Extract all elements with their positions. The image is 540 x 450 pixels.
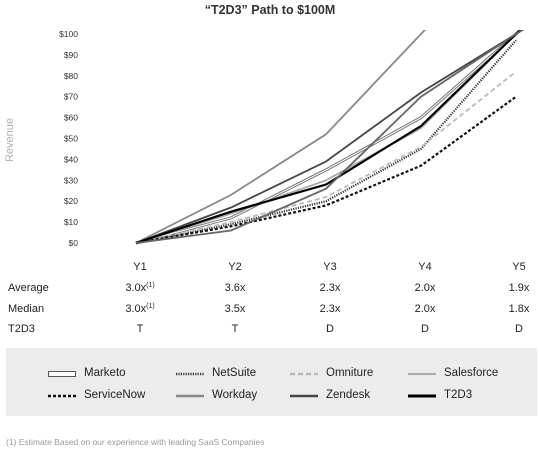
y-tick-label: $50: [64, 134, 78, 144]
table-cell: D: [326, 323, 334, 335]
legend-swatch-double: [48, 371, 76, 377]
table-cell: 2.0x: [414, 303, 436, 315]
y-tick-label: $90: [64, 50, 78, 60]
series-line-marketo-inner: [135, 30, 522, 244]
series-line-servicenow: [135, 95, 517, 245]
table-cell: D: [421, 323, 429, 335]
series-line-workday: [135, 30, 427, 244]
chart-title: “T2D3” Path to $100M: [204, 3, 336, 17]
series-line-marketo: [135, 30, 523, 245]
legend-label: Omniture: [326, 367, 374, 379]
legend-label: Marketo: [84, 367, 126, 379]
y-tick-label: $80: [64, 71, 78, 81]
legend-swatch-solid: [408, 373, 436, 375]
table-row-average: Average 3.0x(1) 3.6x 2.3x 2.0x 1.9x: [0, 282, 540, 300]
series-line-netsuite: [135, 39, 517, 245]
line-chart: Revenue $0 $10 $20 $30 $40 $50 $60 $70 $80 $90 $10…: [4, 29, 525, 248]
legend-label: T2D3: [444, 389, 473, 401]
y-axis-label: Revenue: [4, 118, 16, 162]
y-tick-label: $20: [64, 196, 78, 206]
footnote: (1) Estimate Based on our experience wit…: [6, 437, 265, 447]
legend-swatch-solid: [408, 394, 436, 398]
table-header-row: Y1 Y2 Y3 Y4 Y5: [0, 261, 540, 279]
y-tick-label: $0: [69, 238, 79, 248]
series-line-zendesk: [135, 30, 525, 244]
y-tick-label: $40: [64, 154, 78, 164]
column-header: Y4: [418, 261, 432, 273]
table-cell: T: [231, 323, 239, 335]
y-tick-label: $60: [64, 113, 78, 123]
legend-label: Workday: [212, 389, 258, 401]
series-line-salesforce: [135, 30, 522, 244]
chart-legend: Marketo NetSuite Omniture Salesforce Ser…: [6, 348, 537, 416]
table-cell: 2.3x: [319, 282, 341, 294]
table-cell: 1.9x: [508, 282, 530, 294]
y-tick-label: $10: [64, 217, 78, 227]
legend-swatch-dotted: [48, 394, 76, 398]
footnote-marker: (1): [146, 303, 155, 310]
legend-label: Zendesk: [326, 389, 371, 401]
footnote-marker: (1): [146, 282, 155, 289]
table-row-median: Median 3.0x(1) 3.5x 2.3x 2.0x 1.8x: [0, 303, 540, 321]
table-row-t2d3: T2D3 T T D D D: [0, 323, 540, 341]
column-header: Y5: [512, 261, 526, 273]
row-label: Average: [8, 282, 49, 294]
legend-swatch-dotted: [176, 372, 204, 376]
y-tick-label: $100: [59, 29, 78, 39]
legend-swatch-solid: [176, 394, 204, 398]
column-header: Y2: [228, 261, 242, 273]
column-header: Y3: [323, 261, 337, 273]
legend-swatch-solid: [290, 394, 318, 398]
row-label: T2D3: [8, 323, 35, 335]
legend-swatch-dashed: [290, 372, 318, 376]
y-tick-label: $30: [64, 175, 78, 185]
table-cell: 2.3x: [319, 303, 341, 315]
column-header: Y1: [133, 261, 147, 273]
table-cell: 3.0x(1): [125, 303, 155, 315]
table-cell: 3.6x: [224, 282, 246, 294]
series-line-t2d3: [135, 30, 522, 245]
row-label: Median: [8, 303, 45, 315]
series-line-omniture: [135, 70, 517, 244]
legend-label: NetSuite: [212, 367, 257, 379]
table-cell: D: [515, 323, 523, 335]
table-cell: 3.0x(1): [125, 282, 155, 294]
series-line-unlabeled: [135, 30, 524, 244]
y-tick-label: $70: [64, 92, 78, 102]
table-cell: T: [136, 323, 144, 335]
table-cell: 1.8x: [508, 303, 530, 315]
legend-label: ServiceNow: [84, 389, 146, 401]
legend-label: Salesforce: [444, 367, 499, 379]
table-cell: 2.0x: [414, 282, 436, 294]
table-cell: 3.5x: [224, 303, 246, 315]
